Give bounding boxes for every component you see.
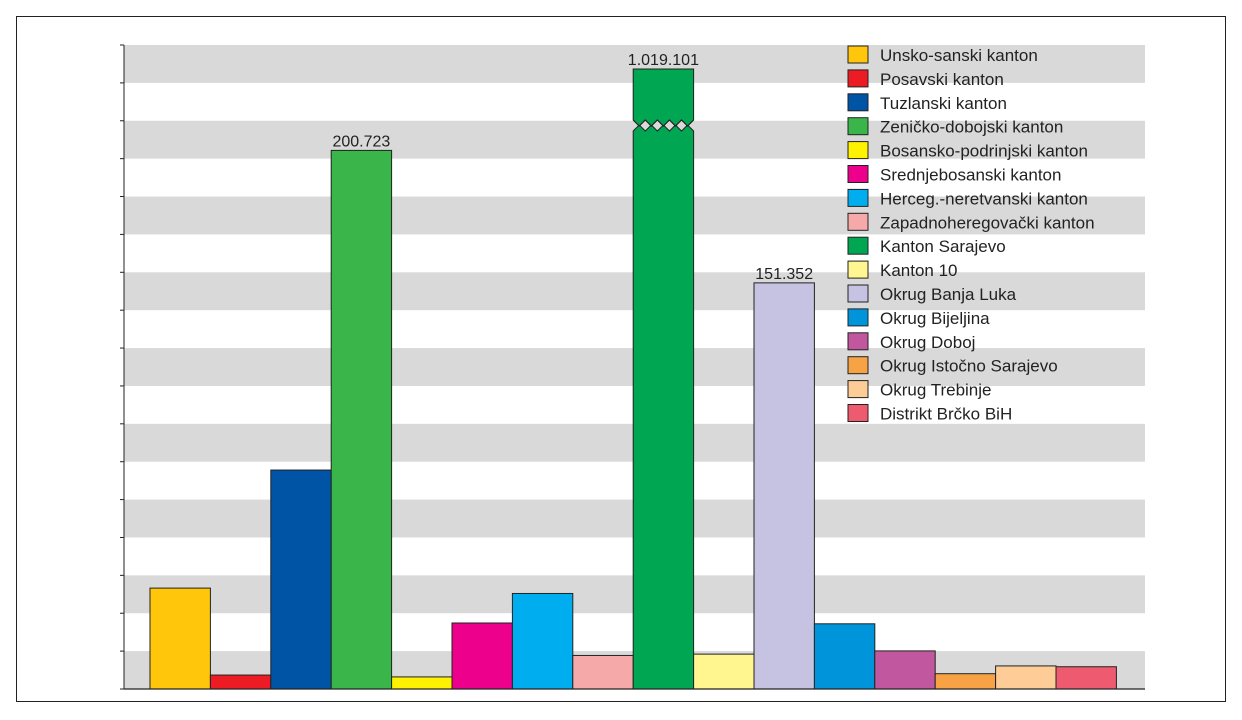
legend-label: Zeničko-dobojski kanton [880,118,1063,137]
legend-label: Okrug Istočno Sarajevo [880,357,1058,376]
legend-swatch [847,141,869,160]
legend-label: Okrug Bijeljina [880,309,990,328]
legend-label: Zapadnoheregovački kanton [880,213,1095,232]
chart-frame: 200.723 1.019.101 151.352 Unsko-sanski kant… [16,16,1226,702]
legend-swatch [847,165,869,183]
bar [391,676,453,690]
legend-swatch [847,404,869,422]
bar [330,149,393,690]
data-label: 151.352 [755,266,813,283]
legend-label: Srednjebosanski kanton [880,166,1061,185]
legend-swatch [847,45,869,64]
bar [572,654,634,690]
legend-swatch [847,236,869,255]
legend-swatch [847,117,869,136]
legend-label: Kanton 10 [880,261,958,280]
bar [451,622,513,690]
legend-swatch [847,260,869,279]
bar [511,592,574,690]
legend-swatch [847,212,869,231]
data-label: 1.019.101 [628,52,699,69]
legend-label: Okrug Doboj [880,333,975,352]
legend-swatch [847,332,869,351]
bar [270,469,332,690]
chart-svg: 200.723 1.019.101 151.352 Unsko-sanski kant… [120,44,1145,690]
bar [632,124,695,690]
bar [934,673,997,690]
legend-label: Distrikt Brčko BiH [880,405,1012,424]
bar [1055,666,1117,690]
legend-label: Posavski kanton [880,70,1004,89]
data-label: 200.723 [332,133,390,150]
bar [149,587,211,690]
legend-label: Unsko-sanski kanton [880,46,1038,65]
legend-swatch [847,284,869,303]
bar [874,650,936,690]
bar [209,674,272,690]
bar [693,653,755,690]
legend-swatch [847,380,869,399]
legend-swatch [847,93,869,112]
bar [632,68,695,127]
legend-label: Okrug Trebinje [880,381,992,400]
legend-swatch [847,308,869,327]
legend-label: Herceg.-neretvanski kanton [880,189,1088,208]
bar [995,665,1057,690]
legend-label: Tuzlanski kanton [880,94,1007,113]
legend-swatch [847,69,869,88]
legend-swatch [847,356,869,375]
bar [753,282,815,690]
legend-swatch [847,188,869,207]
legend-label: Okrug Banja Luka [880,285,1017,304]
bar-break-line [632,119,694,127]
bar [813,623,876,690]
legend-label: Kanton Sarajevo [880,237,1006,256]
legend-label: Bosansko-podrinjski kanton [880,142,1088,161]
